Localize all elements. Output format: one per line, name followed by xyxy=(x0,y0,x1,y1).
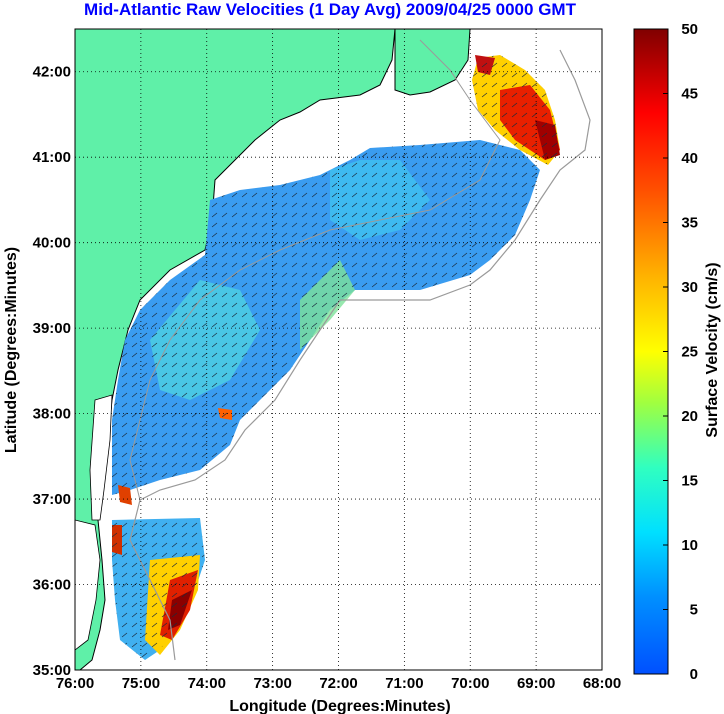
x-tick-label: 75:00 xyxy=(122,675,160,692)
x-tick-labels: 76:00 75:00 74:00 73:00 72:00 71:00 70:00 69:00… xyxy=(56,675,621,692)
colorbar-tick-label: 10 xyxy=(681,537,698,554)
colorbar-tick-label: 45 xyxy=(681,86,698,103)
x-tick-label: 72:00 xyxy=(319,675,357,692)
y-tick-label: 38:00 xyxy=(33,406,71,423)
velocity-arrows-nantucket xyxy=(472,55,560,165)
y-tick-label: 39:00 xyxy=(33,320,71,337)
colorbar-tick-label: 30 xyxy=(681,279,698,296)
velocity-arrows-shelf xyxy=(112,140,540,495)
pamlico-sound xyxy=(75,519,101,651)
cape-cod-land xyxy=(394,29,471,96)
colorbar-label: Surface Velocity (cm/s) xyxy=(704,262,721,437)
x-tick-label: 74:00 xyxy=(188,675,226,692)
y-tick-label: 35:00 xyxy=(33,662,71,679)
x-tick-label: 68:00 xyxy=(583,675,621,692)
colorbar-tick-label: 20 xyxy=(681,408,698,425)
y-tick-labels: 35:00 36:00 37:00 38:00 39:00 40:00 41:00 42:00 xyxy=(33,64,71,679)
colorbar-tick-label: 15 xyxy=(681,473,698,490)
chesapeake-bay xyxy=(89,394,113,521)
map-title: Mid-Atlantic Raw Velocities (1 Day Avg) … xyxy=(84,0,576,19)
x-tick-label: 76:00 xyxy=(56,675,94,692)
map-grid xyxy=(75,29,602,670)
colorbar-ticks: 0 5 10 15 20 25 30 35 40 45 50 xyxy=(663,21,698,683)
y-axis-label: Latitude (Degrees:Minutes) xyxy=(3,247,20,453)
colorbar-tick-label: 35 xyxy=(681,215,698,232)
colorbar-tick-label: 5 xyxy=(690,602,698,619)
colorbar-tick-label: 0 xyxy=(690,666,698,683)
y-tick-label: 40:00 xyxy=(33,235,71,252)
x-tick-label: 73:00 xyxy=(253,675,291,692)
x-tick-label: 69:00 xyxy=(517,675,555,692)
y-tick-label: 41:00 xyxy=(33,149,71,166)
bathymetry-contour-inner xyxy=(129,39,501,501)
velocity-arrows-hatteras xyxy=(112,518,205,660)
x-tick-label: 70:00 xyxy=(451,675,489,692)
colorbar-tick-label: 40 xyxy=(681,150,698,167)
x-tick-label: 71:00 xyxy=(385,675,423,692)
colorbar-tick-label: 25 xyxy=(681,344,698,361)
y-tick-label: 42:00 xyxy=(33,64,71,81)
land-mass xyxy=(75,29,396,670)
y-tick-label: 37:00 xyxy=(33,491,71,508)
colorbar xyxy=(633,28,669,675)
colorbar-tick-label: 50 xyxy=(681,21,698,38)
y-tick-label: 36:00 xyxy=(33,577,71,594)
x-axis-label: Longitude (Degrees:Minutes) xyxy=(229,698,450,714)
bathymetry-contour xyxy=(129,49,591,661)
